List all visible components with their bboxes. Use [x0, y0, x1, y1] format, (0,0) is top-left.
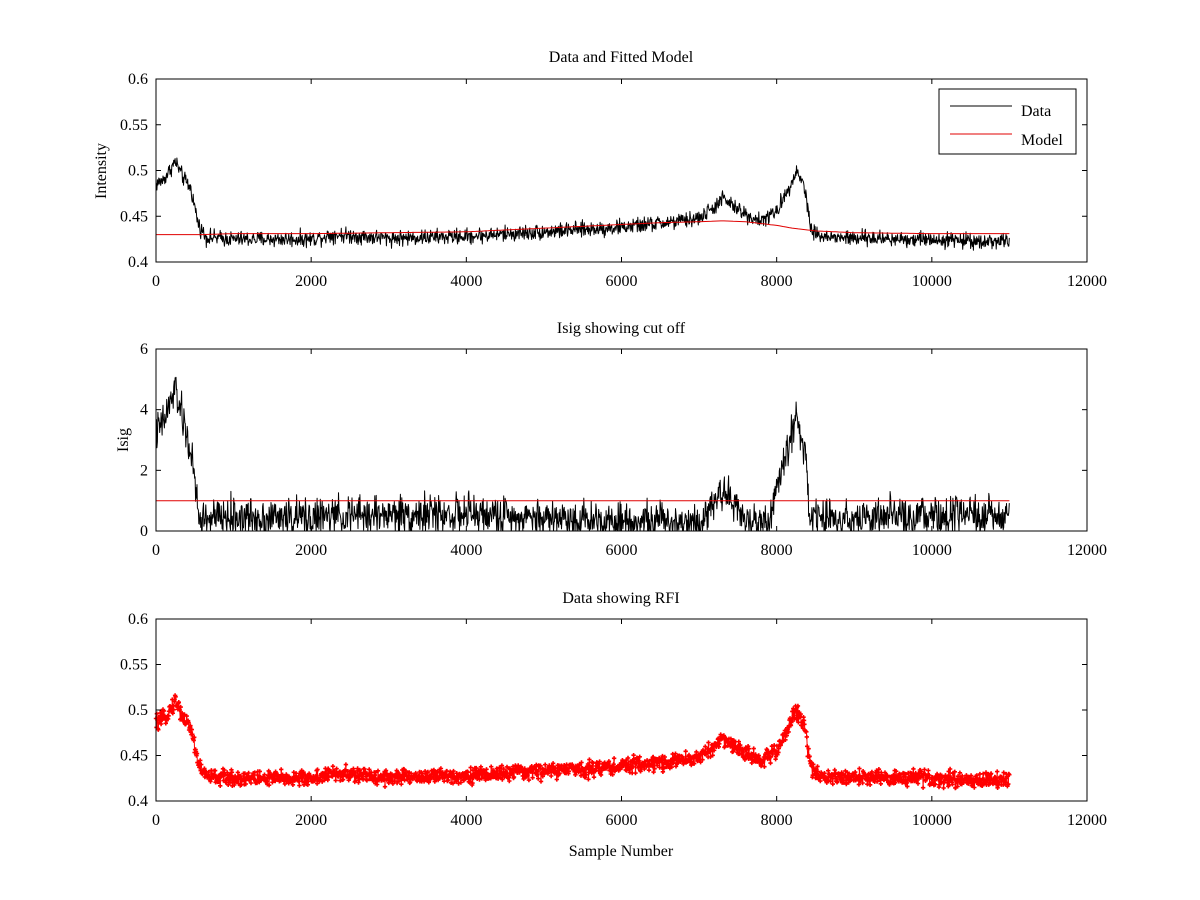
plot-area: [155, 157, 1010, 251]
x-axis-label: Sample Number: [569, 843, 674, 860]
x-tick-label: 4000: [450, 273, 482, 290]
y-tick-label: 0.6: [128, 71, 148, 88]
x-tick-label: 4000: [450, 812, 482, 829]
y-tick-label: 6: [140, 341, 148, 358]
y-tick-label: 0.45: [120, 208, 148, 225]
panel-isig-showing-cut-off: Isig showing cut off Isig 0 2000 4000 6000 8…: [115, 320, 1107, 559]
panel-data-and-fitted-model: Data and Fitted Model Intensity 0 2000 400…: [93, 49, 1107, 290]
series-line-series-0: [155, 376, 1010, 532]
x-tick-label: 0: [152, 812, 160, 829]
series-line-model: [156, 220, 1010, 236]
panel-data-showing-rfi: Data showing RFI 0 2000 4000 6000 8000 10000 1…: [120, 590, 1107, 860]
x-tick-label: 2000: [295, 812, 327, 829]
y-tick-label: 2: [140, 462, 148, 479]
legend: Data Model: [938, 88, 1077, 155]
series-line-data: [155, 157, 1010, 251]
legend-box: [938, 88, 1077, 155]
x-tick-label: 8000: [761, 812, 793, 829]
axes-box: [155, 78, 1088, 263]
x-tick-label: 8000: [761, 542, 793, 559]
series-line: [155, 695, 1010, 789]
y-tick-label: 0.55: [120, 657, 148, 674]
x-tick-label: 4000: [450, 542, 482, 559]
x-tick-label: 8000: [761, 273, 793, 290]
x-tick-label: 6000: [606, 542, 638, 559]
y-axis-label: Isig: [115, 428, 132, 452]
y-tick-label: 0.55: [120, 117, 148, 134]
y-tick-label: 4: [140, 402, 148, 419]
x-tick-label: 12000: [1067, 273, 1107, 290]
x-tick-label: 10000: [912, 812, 952, 829]
x-tick-label: 2000: [295, 542, 327, 559]
y-tick-label: 0.4: [128, 793, 148, 810]
y-tick-label: 0.5: [128, 702, 148, 719]
x-tick-label: 10000: [912, 542, 952, 559]
panel-title: Data showing RFI: [562, 590, 679, 607]
plot-area: [155, 376, 1010, 532]
panel-title: Data and Fitted Model: [549, 49, 694, 66]
x-tick-label: 6000: [606, 812, 638, 829]
legend-label-data: Data: [1021, 103, 1051, 120]
x-tick-label: 12000: [1067, 812, 1107, 829]
x-tick-label: 12000: [1067, 542, 1107, 559]
x-tick-label: 10000: [912, 273, 952, 290]
axes-box: [155, 618, 1088, 802]
tick-group: 0 2000 4000 6000 8000 10000 12000 0 2 4 6: [140, 341, 1107, 559]
y-tick-label: 0.45: [120, 748, 148, 765]
x-tick-label: 0: [152, 273, 160, 290]
panel-title: Isig showing cut off: [557, 320, 686, 337]
axes-box: [155, 348, 1088, 532]
y-tick-label: 0.6: [128, 611, 148, 628]
x-tick-label: 0: [152, 542, 160, 559]
tick-group: 0 2000 4000 6000 8000 10000 12000 0.4 0.45 0.5 0.5…: [120, 71, 1107, 290]
legend-label-model: Model: [1021, 132, 1063, 149]
y-tick-label: 0.5: [128, 163, 148, 180]
x-tick-label: 2000: [295, 273, 327, 290]
y-axis-label: Intensity: [93, 143, 110, 199]
y-tick-label: 0.4: [128, 254, 148, 271]
y-tick-label: 0: [140, 523, 148, 540]
x-tick-label: 6000: [606, 273, 638, 290]
